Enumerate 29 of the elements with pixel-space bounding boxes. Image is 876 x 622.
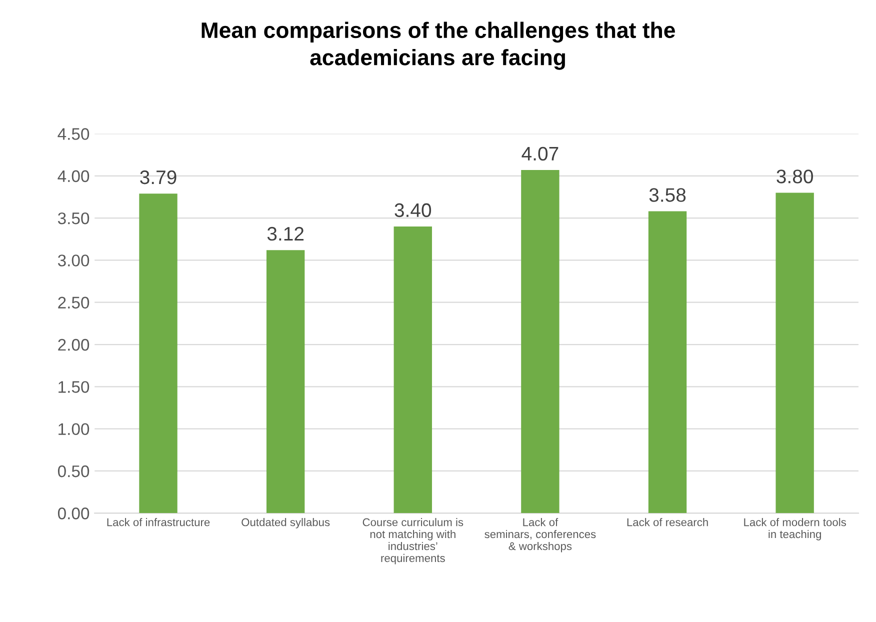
- data-label: 3.58: [649, 188, 686, 202]
- data-label: 4.07: [522, 146, 558, 161]
- bar: [521, 170, 560, 514]
- bar: [394, 226, 432, 514]
- data-label: 3.79: [140, 170, 176, 184]
- y-tick-label: 1.00: [58, 423, 90, 436]
- bar: [776, 192, 814, 514]
- y-tick-label: 3.50: [58, 212, 90, 224]
- bar: [266, 250, 305, 514]
- x-tick-label: Course curriculum is not matching with industries’ requirements: [362, 518, 464, 564]
- data-label: 3.40: [394, 203, 432, 218]
- x-tick-label: Lack of research: [627, 518, 708, 526]
- y-tick-label: 3.00: [58, 254, 90, 266]
- chart-title: Mean comparisons of the challenges that the academicians are facing: [202, 22, 675, 70]
- bar: [648, 211, 687, 514]
- y-tick-label: 1.50: [58, 381, 90, 393]
- y-tick-label: 2.50: [58, 296, 90, 309]
- y-tick-label: 4.00: [58, 170, 90, 182]
- data-label: 3.80: [776, 170, 813, 184]
- data-label: 3.12: [267, 226, 304, 241]
- x-tick-label: Lack of modern tools in teaching: [744, 518, 846, 540]
- x-tick-label: Lack of seminars, conferences & workshops: [484, 518, 596, 552]
- y-tick-label: 0.00: [58, 508, 90, 520]
- x-tick-label: Outdated syllabus: [242, 518, 330, 528]
- y-tick-label: 0.50: [58, 465, 90, 478]
- bar: [139, 194, 178, 514]
- y-tick-label: 2.00: [58, 338, 90, 351]
- y-tick-label: 4.50: [58, 128, 90, 140]
- x-tick-label: Lack of infrastructure: [107, 518, 210, 526]
